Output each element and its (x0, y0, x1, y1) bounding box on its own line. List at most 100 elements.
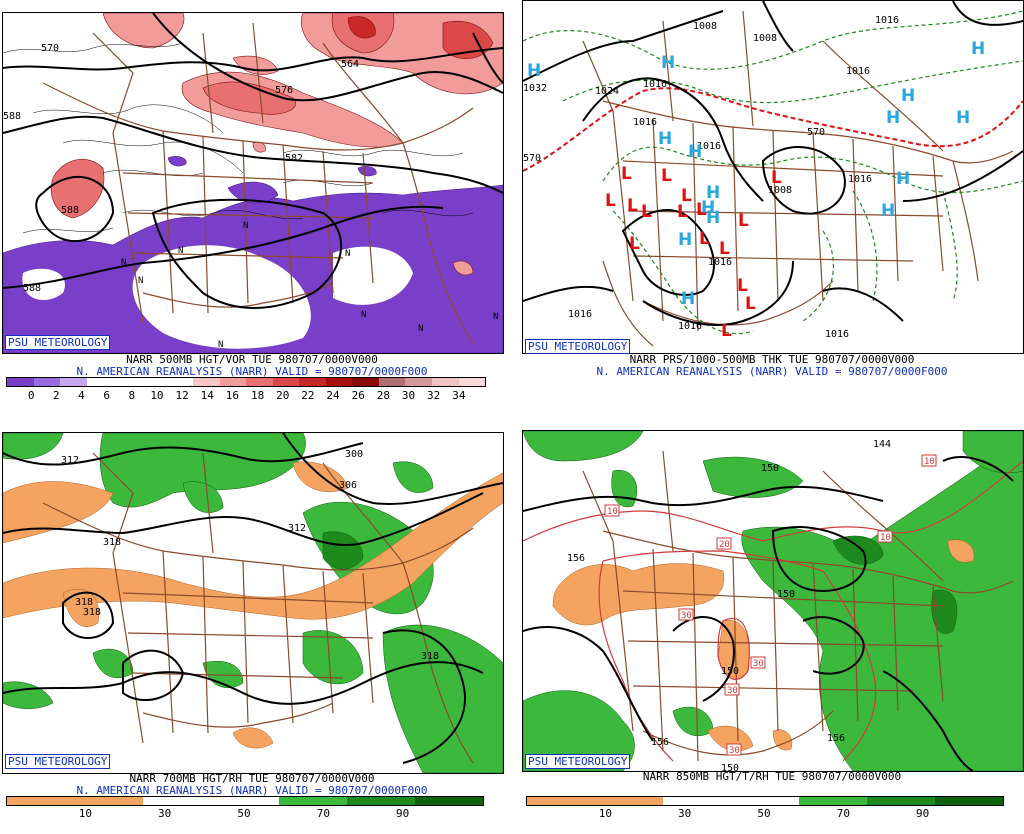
colorbar-tick-label: 0 (27, 389, 35, 402)
colorbar-swatch (405, 378, 432, 386)
colorbar-swatch (432, 378, 459, 386)
state-borders (42, 452, 474, 764)
svg-text:144: 144 (873, 439, 891, 450)
colorbar-tick-label: 10 (150, 389, 164, 402)
svg-text:H: H (901, 86, 915, 106)
colorbar-tick-label: 90 (916, 807, 930, 820)
colorbar-swatch (595, 797, 663, 805)
svg-text:1016: 1016 (875, 15, 899, 26)
svg-text:318: 318 (103, 537, 121, 548)
colorbar-tick-label: 12 (175, 389, 189, 402)
svg-text:1016: 1016 (708, 257, 732, 268)
colorbar-swatch (458, 378, 486, 386)
colorbar-rh (526, 796, 1004, 806)
colorbar-swatch (143, 797, 211, 805)
colorbar-swatch (139, 378, 167, 386)
isobar-labels: 1008 1008 1008 1016 1016 1016 1016 1016 … (523, 15, 899, 340)
map-700mb: 312 300 306 312 318 318 318 318 (2, 432, 504, 774)
svg-text:N: N (218, 340, 223, 350)
colorbar-tick-label: 28 (376, 389, 390, 402)
svg-text:L: L (627, 196, 638, 216)
height-contour-labels: 570 564 576 582 588 588 588 (3, 43, 359, 294)
svg-text:156: 156 (827, 733, 845, 744)
colorbar-swatch (219, 378, 247, 386)
svg-text:150: 150 (721, 763, 739, 771)
svg-text:150: 150 (777, 589, 795, 600)
svg-text:20: 20 (719, 540, 730, 550)
svg-text:1032: 1032 (523, 83, 547, 94)
svg-text:582: 582 (285, 153, 303, 164)
colorbar-ticks: 10 30 50 70 90 (6, 807, 482, 820)
low-pressure-centers: L L L L L L L L L L L L L L L L (605, 164, 782, 341)
svg-text:156: 156 (567, 553, 585, 564)
colorbar-swatch (192, 378, 220, 386)
psu-logo: PSU METEOROLOGY (525, 339, 631, 354)
colorbar-vorticity (6, 377, 486, 387)
svg-text:312: 312 (288, 523, 306, 534)
svg-text:570: 570 (41, 43, 59, 54)
map-surface: 1008 1008 1008 1016 1016 1016 1016 1016 … (522, 0, 1024, 354)
colorbar-swatch (33, 378, 61, 386)
svg-text:H: H (701, 198, 715, 218)
svg-text:10: 10 (880, 533, 891, 543)
svg-text:H: H (661, 53, 675, 73)
colorbar-swatch (7, 797, 75, 805)
colorbar-tick-label: 18 (250, 389, 265, 402)
svg-text:L: L (771, 168, 782, 188)
height-contours (3, 13, 503, 309)
colorbar-ticks: 0 2 4 6 8 10 12 14 16 18 20 22 24 26 28 30 32 34 (6, 389, 484, 402)
state-borders (582, 10, 1014, 347)
colorbar-tick-label: 20 (276, 389, 290, 402)
colorbar-swatch (527, 797, 595, 805)
height-contours (3, 433, 503, 764)
panel-title: NARR PRS/1000-500MB THK TUE 980707/0000V… (629, 353, 915, 366)
colorbar-tick-label: 70 (836, 807, 850, 820)
svg-text:30: 30 (681, 611, 692, 621)
svg-text:1008: 1008 (753, 33, 777, 44)
isobars (523, 1, 1023, 326)
psu-logo: PSU METEOROLOGY (5, 335, 111, 350)
svg-text:L: L (737, 276, 748, 296)
svg-text:1016: 1016 (633, 117, 657, 128)
colorbar-tick-label: 26 (351, 389, 365, 402)
svg-text:1016: 1016 (568, 309, 592, 320)
colorbar-rh (6, 796, 484, 806)
colorbar-swatch (867, 797, 935, 805)
svg-text:576: 576 (275, 85, 293, 96)
svg-text:30: 30 (729, 746, 740, 756)
colorbar-swatch (663, 797, 731, 805)
svg-text:L: L (629, 234, 640, 254)
colorbar-swatch (246, 378, 273, 386)
colorbar-swatch (325, 378, 353, 386)
psu-logo: PSU METEOROLOGY (5, 754, 111, 769)
svg-text:H: H (527, 61, 541, 81)
colorbar-swatch (731, 797, 799, 805)
rh-moist-regions (3, 433, 503, 773)
svg-text:L: L (641, 202, 652, 222)
colorbar-swatch (75, 797, 143, 805)
svg-text:L: L (621, 164, 632, 184)
rh-moist-regions (523, 431, 1023, 771)
colorbar-tick-label: 4 (78, 389, 85, 402)
colorbar-tick-label: 24 (326, 389, 340, 402)
height-contour-labels: 312 300 306 312 318 318 318 318 (61, 449, 439, 662)
svg-text:150: 150 (721, 666, 739, 677)
svg-text:1008: 1008 (693, 21, 717, 32)
panel-surface: 1008 1008 1008 1016 1016 1016 1016 1016 … (522, 0, 1024, 402)
svg-text:H: H (706, 183, 720, 203)
colorbar-swatch (799, 797, 867, 805)
svg-text:L: L (677, 202, 688, 222)
colorbar-tick-label: 70 (316, 807, 330, 820)
colorbar-tick-label: 14 (200, 389, 214, 402)
colorbar-tick-label: 30 (401, 389, 416, 402)
svg-text:1016: 1016 (846, 66, 870, 77)
svg-text:N: N (178, 246, 183, 256)
svg-text:1008: 1008 (768, 185, 792, 196)
colorbar-swatch (347, 797, 415, 805)
svg-text:312: 312 (61, 455, 79, 466)
svg-text:H: H (681, 289, 695, 309)
svg-text:L: L (699, 229, 710, 249)
svg-text:N: N (418, 324, 423, 334)
colorbar-tick-label: 32 (427, 389, 441, 402)
vorticity-extrema-labels: N N N N N N N N N (121, 221, 498, 350)
